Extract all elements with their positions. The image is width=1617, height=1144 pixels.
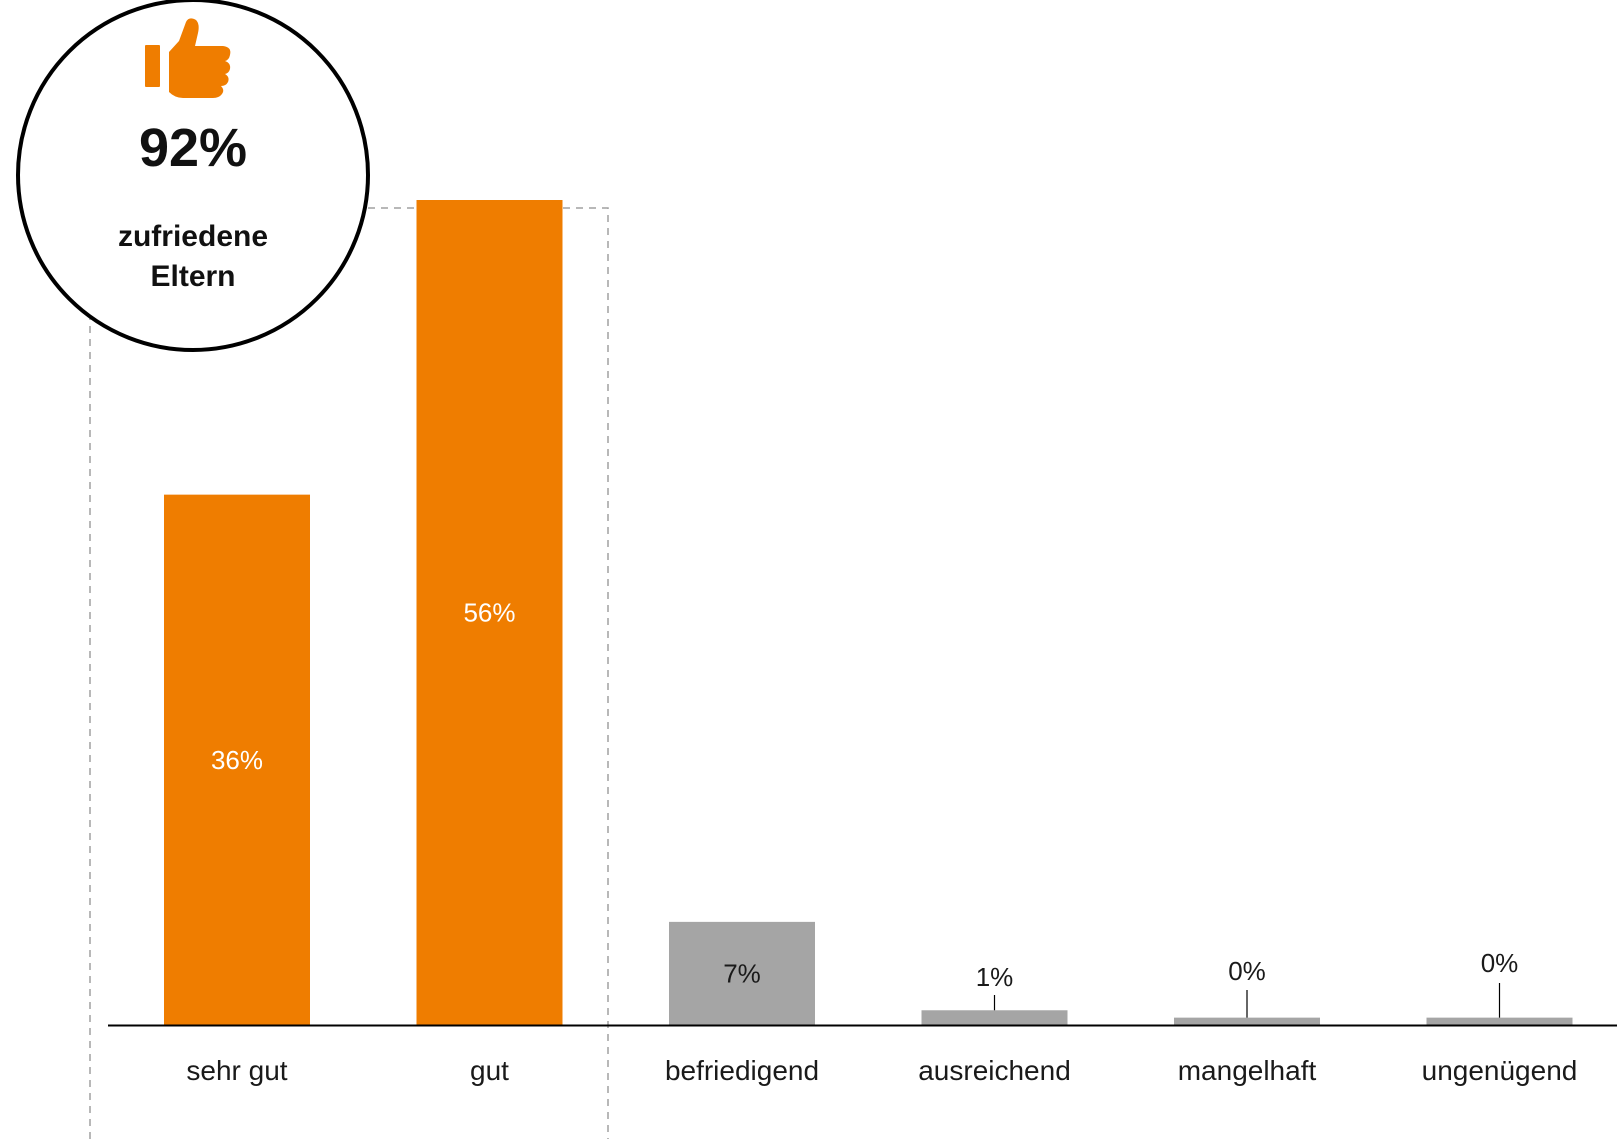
value-label-befriedigend: 7%: [723, 958, 761, 988]
bar-befriedigend: [669, 921, 815, 1025]
badge-line-1: zufriedene: [118, 220, 268, 253]
value-label-mangelhaft: 0%: [1228, 956, 1266, 986]
badge-circle: [16, 0, 370, 352]
satisfaction-badge: 92% zufriedene Eltern: [16, 0, 370, 352]
value-label-ungenuegend: 0%: [1481, 948, 1519, 978]
category-label-sehr-gut: sehr gut: [186, 1055, 287, 1086]
badge-line-2: Eltern: [150, 260, 235, 293]
bar-ungenuegend: [1426, 1017, 1573, 1025]
thumbs-up-icon: [145, 18, 231, 98]
badge-percent: 92%: [139, 118, 247, 178]
category-label-befriedigend: befriedigend: [665, 1055, 819, 1086]
bar-ausreichend: [921, 1010, 1068, 1025]
labels-layer: 36% sehr gut 56% gut 7% befriedigend 1% ausreic…: [186, 598, 1577, 1087]
bar-sehr-gut: [164, 494, 310, 1026]
bar-mangelhaft: [1174, 1017, 1320, 1025]
category-label-ausreichend: ausreichend: [918, 1055, 1071, 1086]
category-label-ungenuegend: ungenügend: [1422, 1055, 1578, 1086]
category-label-mangelhaft: mangelhaft: [1178, 1055, 1317, 1086]
value-label-ausreichend: 1%: [976, 962, 1014, 992]
bar-gut: [416, 200, 563, 1025]
value-label-gut: 56%: [463, 598, 515, 628]
bars-layer: [164, 200, 1573, 1026]
category-label-gut: gut: [470, 1055, 509, 1086]
value-label-sehr-gut: 36%: [211, 745, 263, 775]
